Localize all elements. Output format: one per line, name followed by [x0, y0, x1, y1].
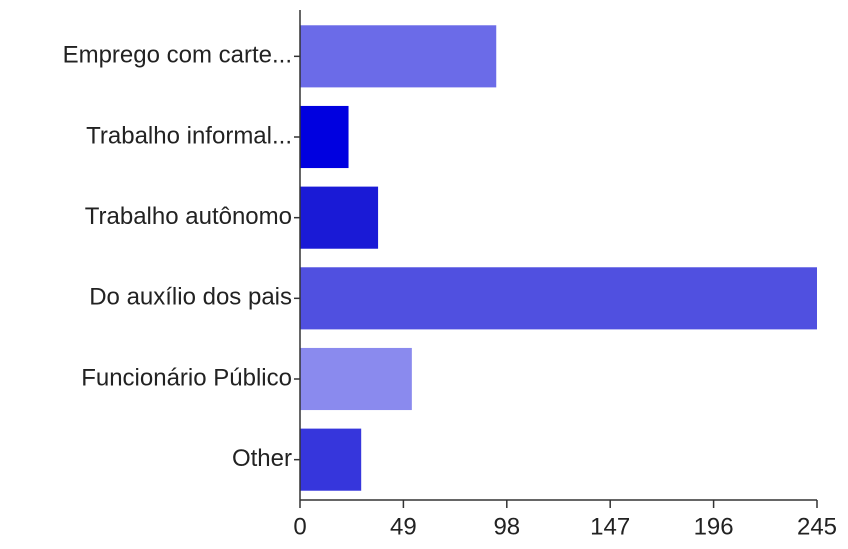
bar	[300, 186, 379, 249]
bar	[300, 347, 412, 411]
x-tick-label: 245	[797, 513, 837, 540]
x-tick-label: 196	[694, 513, 734, 540]
y-tick-label: Funcionário Público	[81, 364, 292, 391]
x-tick-label: 147	[590, 513, 630, 540]
x-tick-label: 0	[293, 513, 306, 540]
y-tick-label: Emprego com carte...	[63, 42, 292, 69]
bar	[300, 25, 497, 88]
y-tick-label: Other	[232, 445, 292, 472]
bar	[300, 428, 362, 491]
y-tick-label: Trabalho informal...	[86, 122, 292, 149]
y-tick-label: Trabalho autônomo	[85, 203, 292, 230]
x-tick-label: 49	[390, 513, 417, 540]
bar	[300, 105, 349, 169]
x-tick-label: 98	[493, 513, 520, 540]
y-tick-label: Do auxílio dos pais	[89, 284, 292, 311]
bar	[300, 267, 817, 330]
